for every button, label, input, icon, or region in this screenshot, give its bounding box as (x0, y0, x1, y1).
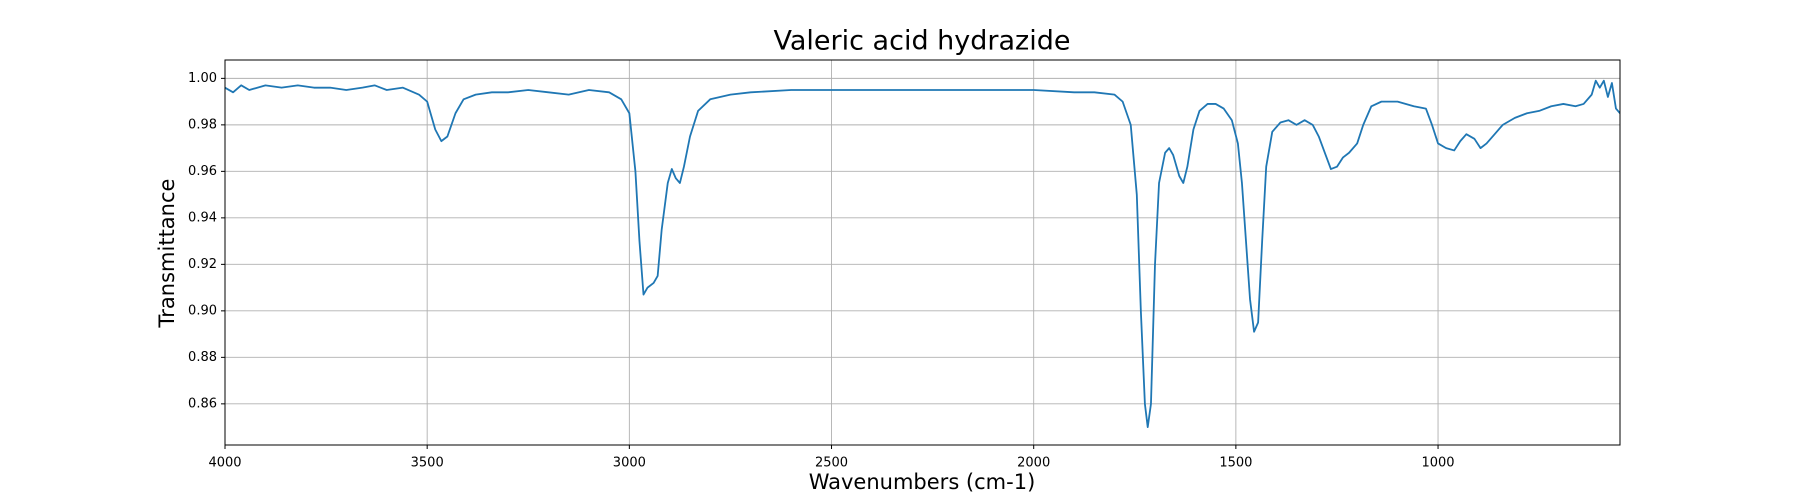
y-tick-label: 0.98 (188, 117, 217, 132)
y-tick-label: 0.96 (188, 164, 217, 179)
chart-title: Valeric acid hydrazide (774, 26, 1071, 57)
y-tick-label: 1.00 (188, 71, 217, 86)
spectrum-line (225, 79, 1620, 428)
y-tick-label: 0.88 (188, 350, 217, 365)
x-tick-label: 4000 (208, 456, 241, 471)
y-tick-label: 0.86 (188, 396, 217, 411)
x-tick-label: 2500 (815, 456, 848, 471)
y-tick-label: 0.94 (188, 210, 217, 225)
plot-frame (224, 59, 1621, 446)
x-tick-label: 1500 (1219, 456, 1252, 471)
x-tick-label: 3500 (411, 456, 444, 471)
y-tick-label: 0.90 (188, 303, 217, 318)
y-tick-label: 0.92 (188, 257, 217, 272)
x-tick-label: 1000 (1421, 456, 1454, 471)
x-tick-label: 3000 (613, 456, 646, 471)
x-tick-label: 2000 (1017, 456, 1050, 471)
x-axis-label: Wavenumbers (cm-1) (809, 470, 1036, 494)
y-axis-label: Transmittance (155, 179, 179, 329)
